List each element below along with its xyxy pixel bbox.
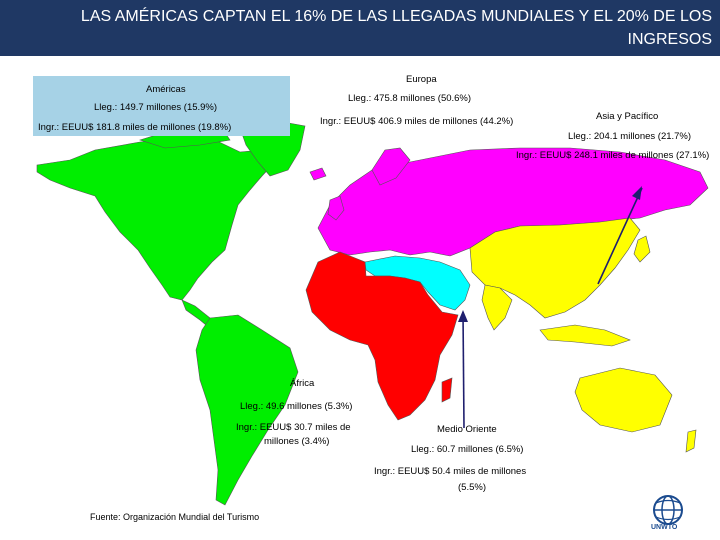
scandinavia [371,147,411,186]
region-americas [36,119,306,506]
africa-name: África [290,378,315,389]
africa-receipts-1: Ingr.: EEUU$ 30.7 miles de [236,422,351,433]
unwto-logo-icon [653,495,683,525]
middle-east-name: Medio Oriente [437,424,497,435]
australia [574,367,673,433]
asia-pointer-arrow [597,187,643,285]
asia-pacific-arrivals: Lleg.: 204.1 millones (21.7%) [568,131,692,142]
new-zealand [685,429,697,453]
middle-east-arrowhead [458,310,468,322]
world-map [36,119,709,506]
middle-east-arrivals: Lleg.: 60.7 millones (6.5%) [411,444,524,455]
north-america [36,137,276,301]
iceland [309,167,327,181]
asia-pacific-receipts: Ingr.: EEUU$ 248.1 miles de millones (27… [516,150,710,161]
americas-name: Américas [146,84,186,95]
indonesia [539,324,631,347]
europe-receipts: Ingr.: EEUU$ 406.9 miles de millones (44… [320,116,514,127]
region-africa [305,251,459,421]
middle-east-pointer-arrow [462,311,465,429]
source-note: Fuente: Organización Mundial del Turismo [90,512,260,522]
americas-receipts: Ingr.: EEUU$ 181.8 miles de millones (19… [38,122,232,133]
americas-arrivals: Lleg.: 149.7 millones (15.9%) [94,102,218,113]
japan [633,235,651,263]
india [481,284,513,331]
africa-receipts-2: millones (3.4%) [264,436,330,447]
title-bar: LAS AMÉRICAS CAPTAN EL 16% DE LAS LLEGAD… [0,0,720,56]
europe-russia [317,147,709,257]
europe-arrivals: Lleg.: 475.8 millones (50.6%) [348,93,472,104]
region-asia-pacific [469,217,697,453]
middle-east-receipts-2: (5.5%) [458,482,486,493]
slide-title: LAS AMÉRICAS CAPTAN EL 16% DE LAS LLEGAD… [80,8,712,48]
americas-info-box [33,76,290,136]
middle-east-receipts-1: Ingr.: EEUU$ 50.4 miles de millones [374,466,527,477]
unwto-logo-text: UNWTO [651,524,678,531]
africa-continent [305,251,459,421]
madagascar [441,377,453,403]
europe-name: Europa [406,74,437,85]
south-america [195,314,299,506]
asia-arrowhead [632,186,642,200]
africa-arrivals: Lleg.: 49.6 millones (5.3%) [240,401,353,412]
region-europe [309,147,709,257]
british-isles [327,195,345,221]
asia-pacific-name: Asia y Pacífico [596,111,659,122]
